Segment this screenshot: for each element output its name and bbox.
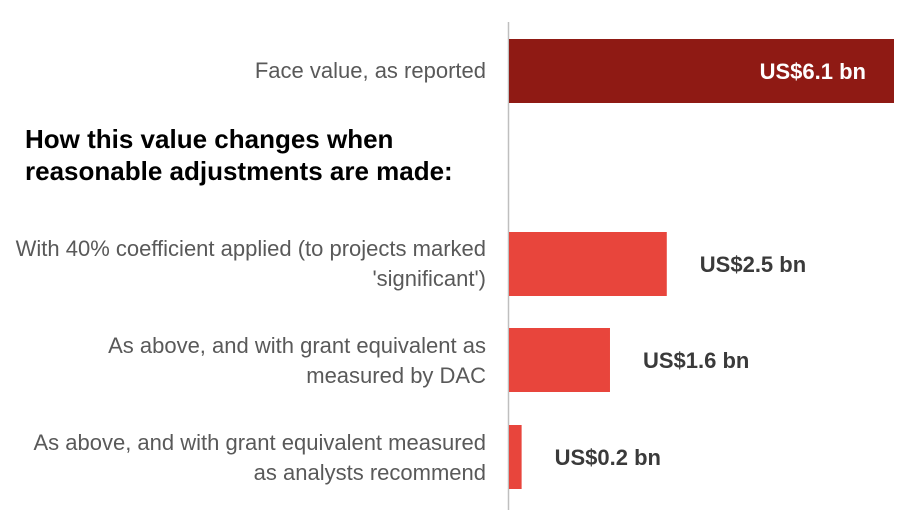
category-label-analysts: As above, and with grant equivalent meas…	[33, 430, 486, 485]
category-label-dac: As above, and with grant equivalent as m…	[108, 333, 486, 388]
bar-1	[509, 232, 667, 296]
bar-value-label-0: US$6.1 bn	[760, 59, 866, 84]
bar-0	[509, 39, 894, 103]
bar-value-label-3: US$0.2 bn	[555, 445, 661, 470]
category-label-face-value: Face value, as reported	[254, 58, 486, 83]
bar-3	[509, 425, 522, 489]
category-label-coefficient: With 40% coefficient applied (to project…	[15, 236, 486, 291]
bar-value-label-1: US$2.5 bn	[700, 252, 806, 277]
bar-value-label-2: US$1.6 bn	[643, 348, 749, 373]
section-heading: How this value changes when reasonable a…	[25, 124, 453, 186]
bar-2	[509, 328, 610, 392]
bars-layer: US$6.1 bn US$2.5 bn US$1.6 bn US$0.2 bn	[509, 39, 894, 489]
